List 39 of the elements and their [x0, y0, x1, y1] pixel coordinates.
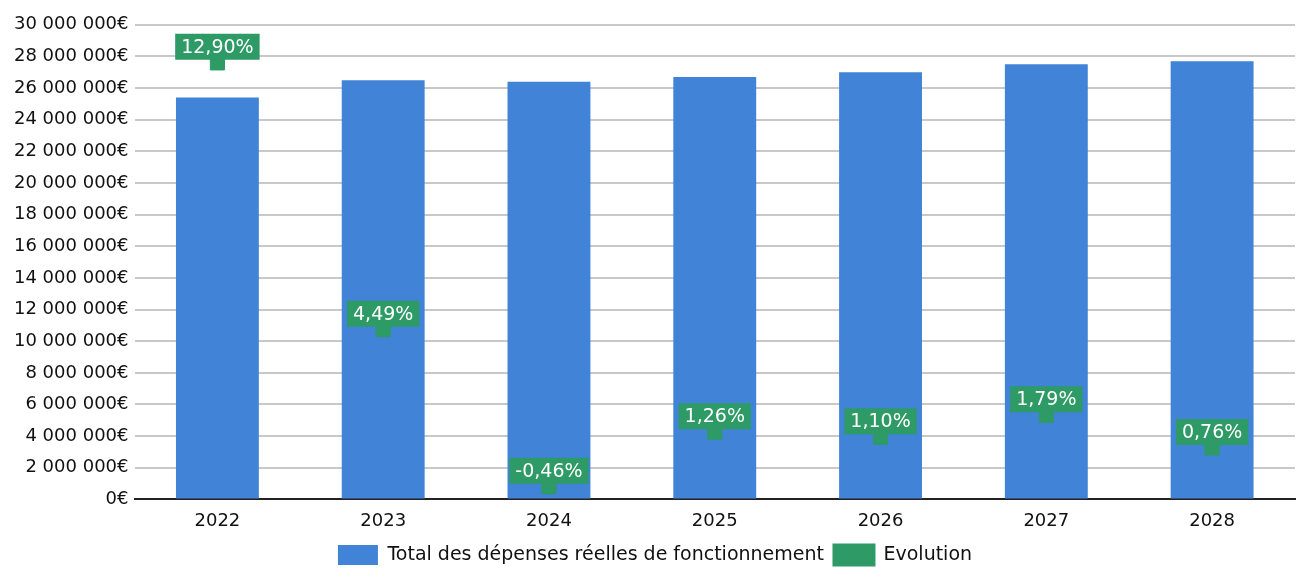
bar — [839, 72, 922, 499]
y-tick-label: 0€ — [105, 487, 129, 509]
bar — [175, 97, 259, 499]
data-label: 1,10% — [850, 409, 911, 432]
x-tick-label: 2027 — [1023, 508, 1070, 530]
data-label: 1,26% — [684, 404, 745, 427]
y-tick-label: 14 000 000€ — [14, 265, 129, 287]
x-tick-label: 2025 — [691, 508, 738, 530]
y-tick-label: 22 000 000€ — [14, 139, 129, 161]
y-tick-label: 20 000 000€ — [14, 170, 129, 192]
y-tick-label: 8 000 000€ — [25, 360, 129, 382]
y-tick-label: 24 000 000€ — [14, 107, 129, 129]
y-tick-label: 4 000 000€ — [25, 423, 129, 445]
bar — [1170, 61, 1254, 499]
x-tick-label: 2022 — [194, 508, 241, 530]
legend-label: Evolution — [883, 541, 973, 564]
legend-label: Total des dépenses réelles de fonctionnement — [386, 541, 824, 564]
x-tick-label: 2024 — [526, 508, 572, 530]
data-label: 1,79% — [1016, 387, 1077, 410]
bar — [673, 77, 757, 499]
y-tick-label: 10 000 000€ — [14, 328, 129, 350]
y-tick-label: 30 000 000€ — [14, 12, 129, 34]
bar — [341, 80, 425, 499]
y-tick-label: 6 000 000€ — [25, 392, 129, 414]
bar — [1004, 64, 1088, 499]
y-tick-label: 26 000 000€ — [14, 75, 129, 97]
y-tick-label: 2 000 000€ — [25, 455, 129, 477]
bar — [507, 81, 591, 499]
y-tick-label: 12 000 000€ — [14, 297, 129, 319]
y-tick-label: 28 000 000€ — [14, 44, 129, 66]
data-label: 0,76% — [1181, 419, 1243, 442]
x-tick-label: 2023 — [360, 508, 407, 530]
data-label: 12,90% — [181, 34, 254, 57]
y-tick-label: 16 000 000€ — [14, 233, 129, 255]
x-tick-label: 2028 — [1189, 508, 1236, 530]
data-label: -0,46% — [515, 458, 583, 481]
data-label: 4,49% — [353, 301, 414, 324]
x-tick-label: 2026 — [857, 508, 904, 530]
y-tick-label: 18 000 000€ — [14, 202, 129, 224]
